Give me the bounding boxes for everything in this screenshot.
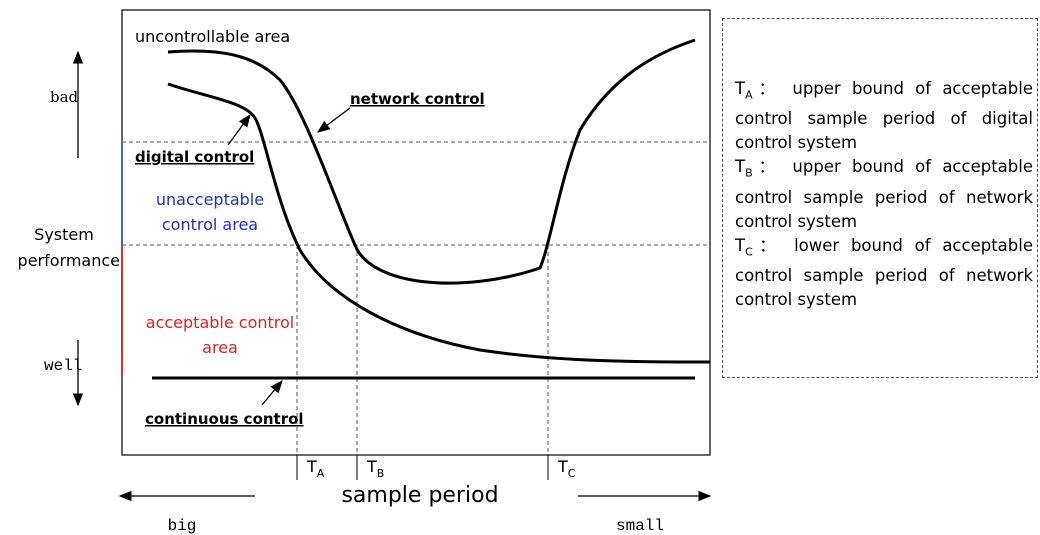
network-curve [167,38,696,285]
bad-label: bad [50,88,79,106]
legend-symbol: T [735,79,746,98]
region-label: uncontrollable area [135,27,290,46]
mark-sub: C [568,467,576,480]
legend-entry: TA： upper bound of acceptable control sa… [735,77,1033,155]
legend-entry: TC： lower bound of acceptable control sa… [735,234,1033,312]
curves [152,38,711,380]
legend-sub: A [745,88,753,102]
curve-label: digital control [135,148,254,166]
legend: TA： upper bound of acceptable control sa… [722,18,1038,378]
curve-label: continuous control [145,410,304,428]
mark-label: TA [306,457,325,480]
pointers [72,50,712,502]
mark-sub: B [377,467,385,480]
big-label: big [168,517,197,535]
x-label: sample period [341,483,498,508]
region-label: unacceptable [156,190,264,209]
region-label: acceptable control [146,313,294,332]
curve-label: network control [350,90,485,108]
mark-symbol: T [306,457,317,476]
mark-labels: TA TB TC [306,457,576,480]
legend-text: ： upper bound of acceptable control samp… [735,157,1033,231]
legend-sub: C [745,244,753,258]
region-label: area [202,338,238,357]
well-label: well [44,357,82,375]
mark-label: TB [366,457,384,480]
digital-curve [167,82,711,364]
tick-lines [296,455,549,480]
mark-symbol: T [366,457,377,476]
y-label: performance [18,251,120,270]
guides [122,141,710,455]
mark-symbol: T [557,457,568,476]
region-label: control area [162,215,258,234]
legend-symbol: T [735,157,746,177]
small-label: small [616,517,664,535]
legend-symbol: T [735,235,746,255]
legend-text: ： lower bound of acceptable control samp… [735,235,1033,309]
legend-sub: B [745,166,753,180]
legend-text: ： upper bound of acceptable control samp… [735,79,1033,153]
mark-sub: A [317,467,325,480]
y-label: System [34,225,94,244]
legend-entry: TB： upper bound of acceptable control sa… [735,155,1033,233]
mark-label: TC [557,457,576,480]
